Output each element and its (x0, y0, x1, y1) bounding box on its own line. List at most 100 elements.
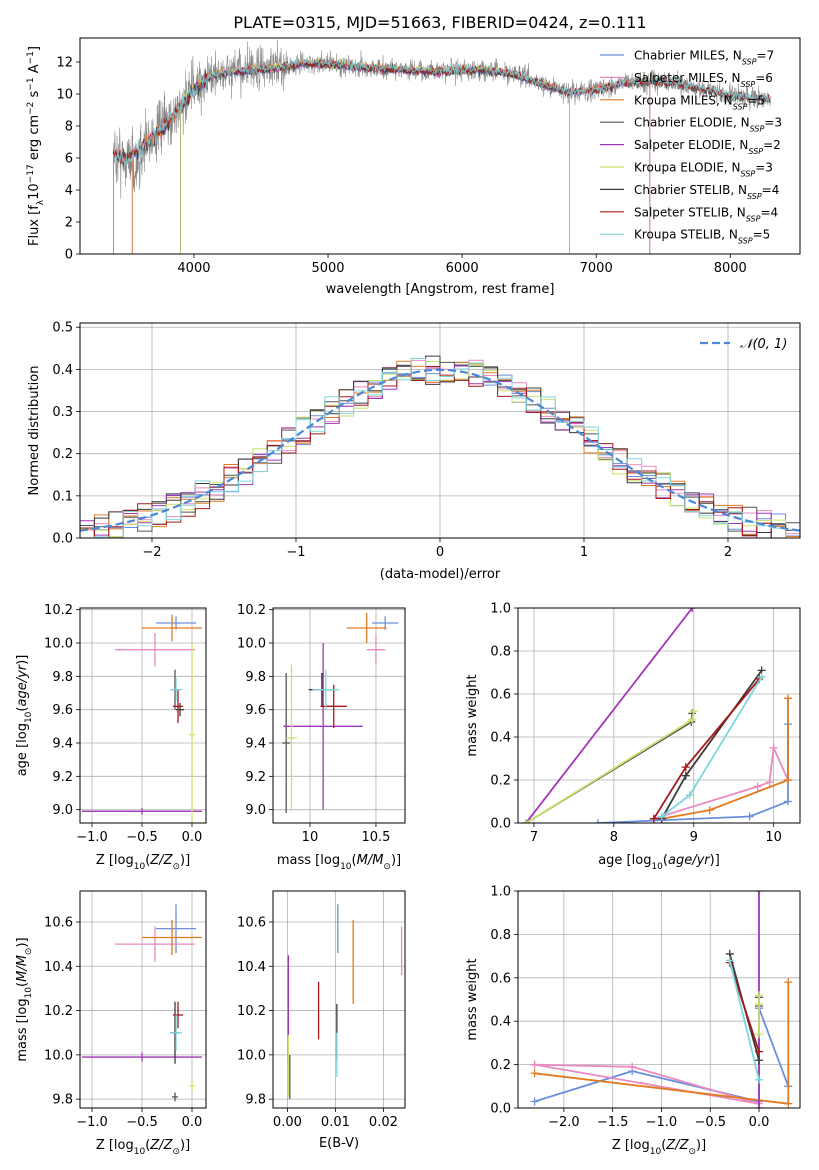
point-marker (689, 707, 698, 716)
point-marker (784, 776, 793, 784)
panel-age_vs_z: −1.0 −0.5 0.0 9.0 9.2 9.4 9.6 9.8 10.0 10.2 Z [log… (15, 603, 207, 872)
x-tick-label: 0.02 (369, 1115, 398, 1130)
x-tick-label: −2 (142, 545, 161, 560)
y-tick-label: 0.3 (52, 405, 73, 420)
legend-label: Kroupa STELIB, NSSP=5 (634, 228, 770, 246)
point-marker (685, 791, 694, 800)
y-tick-label: 9.2 (52, 770, 73, 785)
panel-mass_vs_ebv: 0.00 0.01 0.02 9.8 10.0 10.2 10.4 10.6 E(B-V) (237, 890, 406, 1151)
x-axis-label: wavelength [Angstrom, rest frame] (326, 282, 555, 297)
point-marker (755, 999, 764, 1008)
point-marker (521, 819, 530, 823)
point-marker (705, 806, 714, 815)
axes-frame (79, 890, 207, 1109)
legend-label: Chabrier MILES, NSSP=7 (634, 49, 774, 67)
y-tick-label: 10.4 (237, 960, 266, 975)
x-tick-label: 10 (302, 830, 319, 845)
point-marker (755, 1075, 764, 1084)
plot-area (113, 39, 771, 254)
y-tick-label: 1.0 (490, 602, 511, 617)
y-tick-label: 10.0 (237, 1048, 266, 1063)
x-tick-label: 2 (724, 545, 732, 560)
x-axis-label: E(B-V) (319, 1136, 359, 1151)
point-marker (757, 672, 766, 681)
y-tick-label: 0.1 (52, 489, 73, 504)
x-tick-label: 0.0 (182, 830, 203, 845)
point-marker (784, 1099, 793, 1108)
point-marker (784, 978, 793, 987)
plot-area (82, 904, 202, 1102)
axes-frame (272, 890, 406, 1109)
y-tick-label: 0.4 (52, 363, 73, 378)
model-kroupa_elodie (180, 57, 570, 254)
x-tick-label: 10.5 (361, 830, 390, 845)
point-marker (530, 1097, 539, 1106)
y-tick-label: 10 (56, 88, 73, 103)
x-tick-label: −1.5 (597, 1115, 629, 1130)
y-tick-label: 9.0 (245, 803, 266, 818)
point-marker (628, 1062, 637, 1071)
legend-label: Kroupa ELODIE, NSSP=3 (634, 161, 773, 179)
y-tick-label: 10.0 (44, 637, 73, 652)
series-kroupa_stelib (728, 960, 760, 1081)
x-tick-label: 0.0 (749, 1115, 770, 1130)
series-chabrier_miles (597, 724, 789, 823)
panel-residuals: −2 −1 0 1 2 0.0 0.1 0.2 0.3 0.4 0.5 𝒩(0, 1) (data-mo… (27, 321, 801, 582)
y-tick-label: 0.8 (490, 928, 511, 943)
point-marker (688, 608, 697, 612)
y-tick-label: 10.2 (237, 603, 266, 618)
x-tick-label: 10 (765, 830, 782, 845)
plot-area (530, 891, 793, 1108)
panel-mass_vs_z: −1.0 −0.5 0.0 9.8 10.0 10.2 10.4 10.6 Z [log10(Z… (15, 890, 207, 1157)
y-tick-label: 10.2 (237, 1004, 266, 1019)
panel-spectrum: 4000 5000 6000 7000 8000 0 2 4 6 8 10 12 Chabrier MI… (26, 37, 801, 297)
figure-title: PLATE=0315, MJD=51663, FIBERID=0424, z=0… (233, 13, 646, 32)
x-tick-label: −0.5 (694, 1115, 726, 1130)
x-tick-label: −1.0 (76, 830, 108, 845)
y-tick-label: 0.0 (490, 1102, 511, 1117)
y-axis-label: mass weight (465, 958, 480, 1040)
hist-kroupa_stelib (80, 358, 800, 538)
y-tick-label: 0.6 (490, 971, 511, 986)
x-tick-label: 9 (690, 830, 698, 845)
y-tick-label: 9.4 (52, 737, 73, 752)
y-tick-label: 1.0 (490, 885, 511, 900)
y-tick-label: 9.2 (245, 770, 266, 785)
y-tick-label: 10.0 (237, 637, 266, 652)
point-marker (755, 1047, 764, 1056)
gaussian-curve (80, 368, 800, 532)
y-tick-label: 9.8 (52, 1093, 73, 1108)
point-marker (649, 814, 658, 823)
point-marker (784, 797, 793, 806)
x-tick-label: −2.0 (548, 1115, 580, 1130)
y-tick-label: 12 (56, 56, 73, 71)
x-tick-label: 0.0 (182, 1115, 203, 1130)
point-marker (688, 715, 697, 724)
y-tick-label: 9.0 (52, 803, 73, 818)
x-axis-label: Z [log10(Z/Z⊙)] (96, 1138, 190, 1157)
series-salpeter_elodie (525, 608, 693, 823)
plot-area (82, 614, 202, 823)
y-tick-label: 0.2 (52, 447, 73, 462)
plot-area (287, 904, 403, 1100)
x-tick-label: 5000 (311, 261, 344, 276)
x-tick-label: 0.01 (321, 1115, 350, 1130)
point-marker (769, 743, 778, 752)
x-tick-label: −1.0 (76, 1115, 108, 1130)
y-axis-label: age [log10(age/yr)] (15, 655, 34, 777)
x-axis-label: (data-model)/error (380, 567, 501, 582)
legend-label: Kroupa MILES, NSSP=5 (634, 93, 765, 111)
point-marker (725, 956, 734, 965)
y-tick-label: 8 (65, 120, 73, 135)
x-axis-label: age [log10(age/yr)] (598, 853, 720, 872)
point-marker (755, 1056, 764, 1065)
point-marker (765, 778, 774, 787)
point-marker (530, 1069, 539, 1078)
y-tick-label: 9.8 (52, 670, 73, 685)
x-tick-label: −1.0 (646, 1115, 678, 1130)
point-marker (681, 763, 690, 772)
panel-age_vs_mass: 10 10.5 9.0 9.2 9.4 9.6 9.8 10.0 10.2 mass [log10… (237, 603, 406, 872)
point-marker (593, 819, 602, 823)
x-tick-label: 6000 (446, 261, 479, 276)
panel-weight_vs_age: 7 8 9 10 0.0 0.2 0.4 0.6 0.8 1.0 mass weight age [l… (465, 602, 801, 872)
